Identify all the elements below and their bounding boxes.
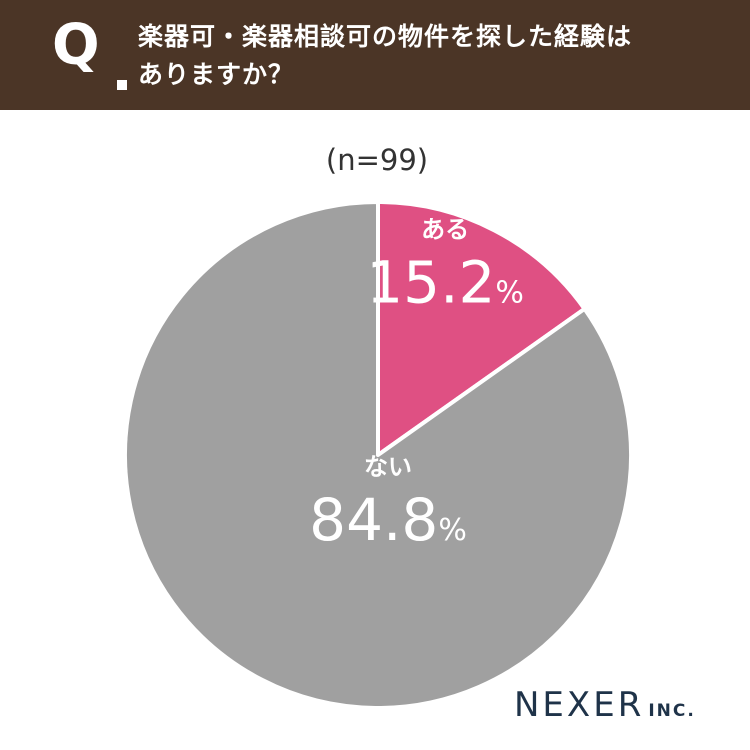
logo-sub-text: INC. [648,701,696,721]
pie-slice-2 [123,200,633,710]
slice-value-1: 15.2% [366,249,524,317]
nexer-logo: NEXER INC. [514,688,696,722]
slice-label-2: ない [364,453,412,481]
question-header: Q 楽器可・楽器相談可の物件を探した経験は ありますか？ [0,0,750,110]
slice-label-1: ある [421,216,469,244]
sample-size-label: (n=99) [326,143,428,177]
question-line-2: ありますか？ [138,60,295,89]
pie-slices [123,200,633,710]
pie-labels: ある 15.2% ない 84.8% [309,216,524,554]
pie-slice-1 [376,200,587,457]
q-mark-dot [117,80,127,90]
question-line-1: 楽器可・楽器相談可の物件を探した経験は [138,22,633,51]
question-text: 楽器可・楽器相談可の物件を探した経験は ありますか？ [138,18,728,94]
logo-main-text: NEXER [514,685,645,725]
q-mark: Q [52,13,100,78]
slice-value-2: 84.8% [309,486,467,554]
